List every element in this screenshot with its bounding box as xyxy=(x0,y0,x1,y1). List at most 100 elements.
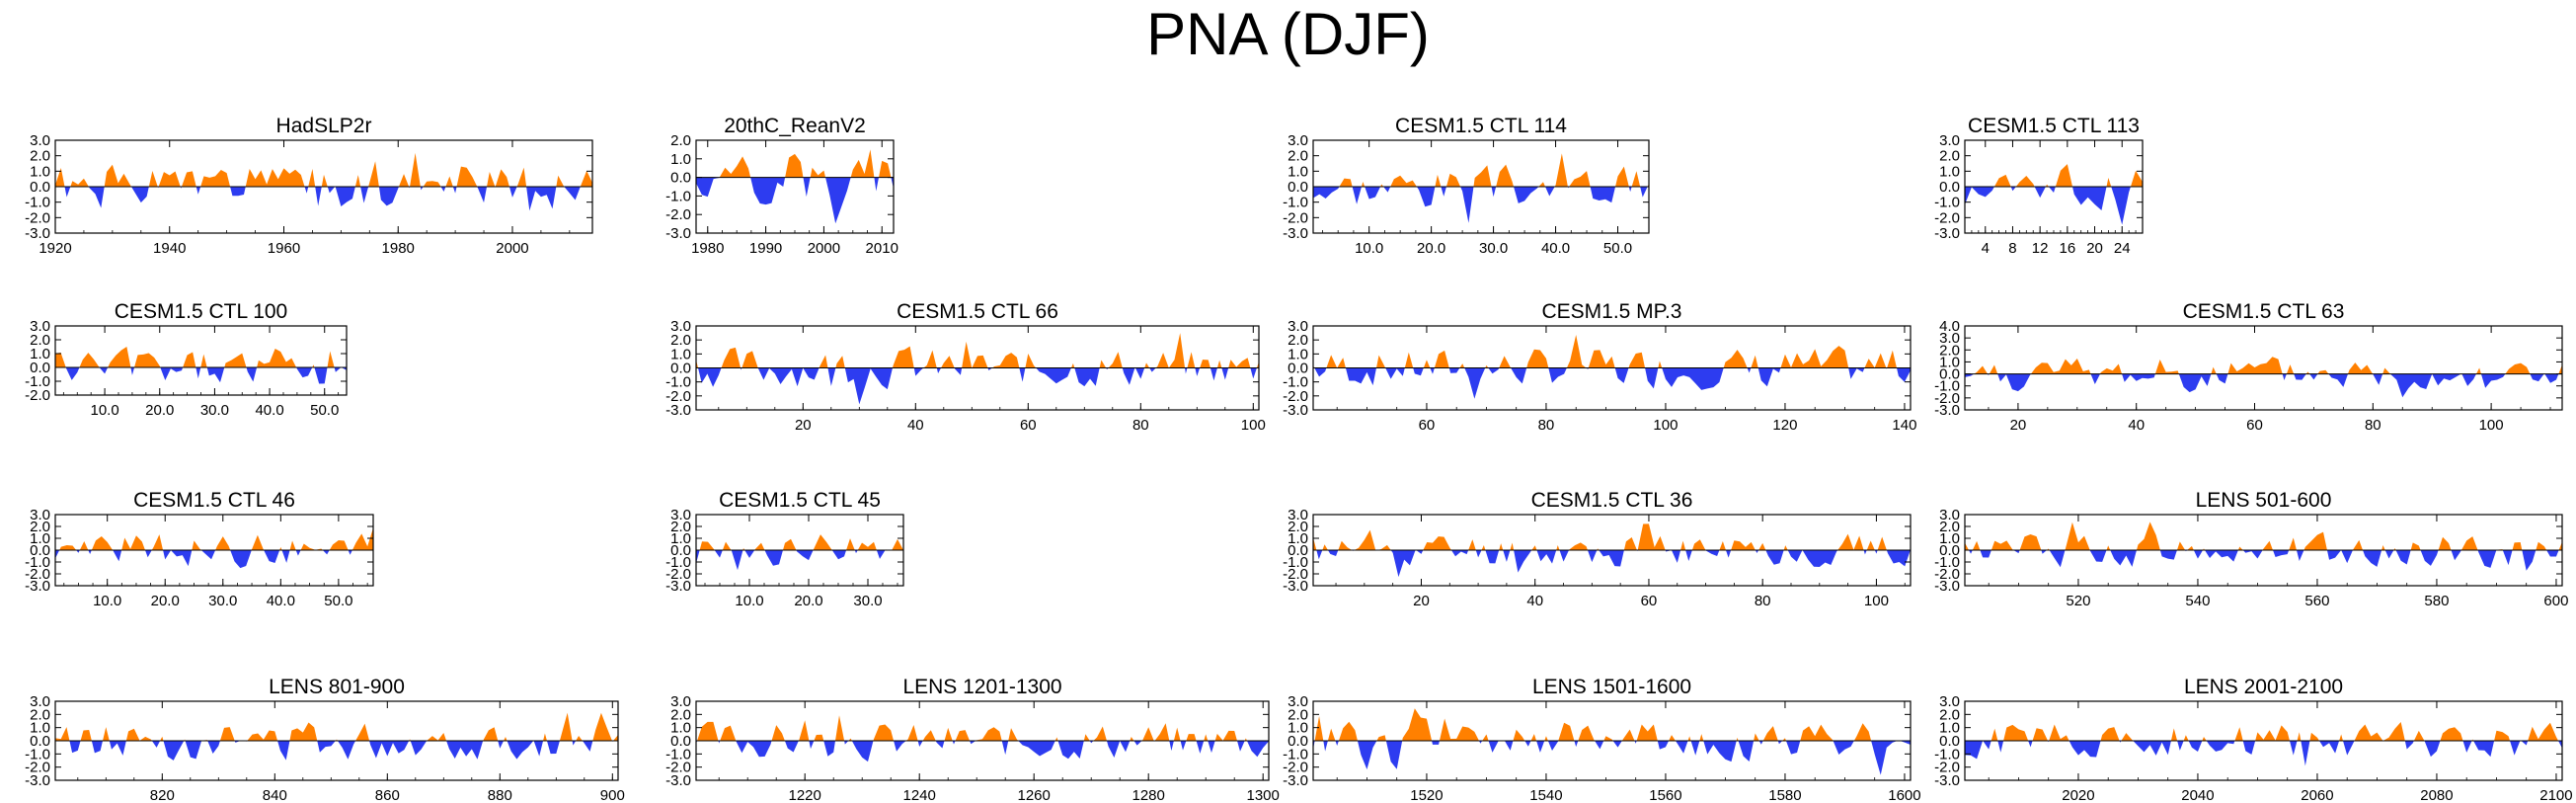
pna-panel: CESM1.5 CTL 63 4.03.02.01.00.0-1.0-2.0-3.… xyxy=(1934,300,2563,434)
y-tick-label: 2.0 xyxy=(1939,519,1960,535)
x-tick-label: 140 xyxy=(1892,417,1916,434)
positive-anomaly-area xyxy=(1313,335,1911,368)
y-tick-label: -3.0 xyxy=(1283,578,1308,595)
y-tick-label: -3.0 xyxy=(25,772,50,789)
x-tick-label: 20 xyxy=(795,417,812,434)
y-tick-label: 2.0 xyxy=(1939,148,1960,165)
y-tick-label: 0.0 xyxy=(1939,542,1960,559)
y-tick-label: -2.0 xyxy=(665,760,691,776)
pna-panel: CESM1.5 MP.3 3.02.01.00.0-1.0-2.0-3.0 60 80… xyxy=(1283,300,1916,434)
y-tick-label: -3.0 xyxy=(1283,225,1308,242)
y-tick-label: -3.0 xyxy=(25,225,50,242)
x-tick-label: 1520 xyxy=(1410,787,1443,803)
pna-panel: LENS 1201-1300 3.02.01.00.0-1.0-2.0-3.0 12… xyxy=(665,676,1280,803)
positive-anomaly-area xyxy=(55,712,618,741)
y-tick-label: 3.0 xyxy=(670,693,691,710)
y-tick-label: 0.0 xyxy=(1288,361,1308,377)
negative-anomaly-area xyxy=(696,550,903,571)
y-tick-label: -3.0 xyxy=(665,578,691,595)
pna-panel: LENS 1501-1600 3.02.01.00.0-1.0-2.0-3.0 15… xyxy=(1283,676,1920,803)
y-tick-label: 3.0 xyxy=(670,507,691,523)
x-tick-label: 50.0 xyxy=(1603,240,1632,257)
y-tick-label: 1.0 xyxy=(30,346,50,362)
figure-title: PNA (DJF) xyxy=(1146,1,1430,67)
x-tick-label: 2100 xyxy=(2539,787,2572,803)
negative-anomaly-area xyxy=(696,367,1259,405)
panel-title: CESM1.5 CTL 45 xyxy=(719,489,881,512)
negative-anomaly-area xyxy=(55,187,592,211)
negative-anomaly-area xyxy=(696,177,894,224)
x-tick-label: 20 xyxy=(2086,240,2103,257)
y-tick-label: -1.0 xyxy=(1934,554,1960,571)
y-tick-label: 3.0 xyxy=(30,318,50,335)
y-tick-label: -1.0 xyxy=(665,374,691,391)
y-tick-label: -2.0 xyxy=(25,566,50,583)
x-tick-label: 40.0 xyxy=(267,593,295,609)
y-tick-label: -1.0 xyxy=(1283,746,1308,763)
x-tick-label: 2060 xyxy=(2301,787,2333,803)
y-tick-label: 1.0 xyxy=(30,530,50,547)
pna-panel: CESM1.5 CTL 36 3.02.01.00.0-1.0-2.0-3.0 20… xyxy=(1283,489,1912,609)
panel-title: CESM1.5 CTL 46 xyxy=(133,489,295,512)
y-tick-label: 1.0 xyxy=(1288,720,1308,737)
panel-title: CESM1.5 CTL 63 xyxy=(2183,300,2345,323)
y-tick-label: 4.0 xyxy=(1939,318,1960,335)
x-tick-label: 100 xyxy=(2479,417,2504,434)
y-tick-label: -3.0 xyxy=(1934,772,1960,789)
panel-title: LENS 801-900 xyxy=(269,676,405,698)
pna-panel: LENS 801-900 3.02.01.00.0-1.0-2.0-3.0 820 8… xyxy=(25,676,625,803)
x-tick-label: 20.0 xyxy=(145,402,174,419)
x-tick-label: 50.0 xyxy=(310,402,339,419)
y-tick-label: -2.0 xyxy=(1283,209,1308,226)
y-tick-label: 3.0 xyxy=(30,132,50,149)
x-tick-label: 100 xyxy=(1653,417,1678,434)
x-tick-label: 10.0 xyxy=(93,593,121,609)
x-tick-label: 1300 xyxy=(1247,787,1280,803)
negative-anomaly-area xyxy=(1313,367,1911,399)
y-tick-label: 1.0 xyxy=(30,163,50,180)
positive-anomaly-area xyxy=(55,152,592,187)
positive-anomaly-area xyxy=(1965,721,2562,741)
y-tick-label: -1.0 xyxy=(1934,378,1960,395)
x-tick-label: 820 xyxy=(150,787,175,803)
positive-anomaly-area xyxy=(696,333,1259,368)
y-tick-label: -2.0 xyxy=(25,209,50,226)
negative-anomaly-area xyxy=(1965,373,2562,398)
y-tick-label: 0.0 xyxy=(30,360,50,376)
y-tick-label: 2.0 xyxy=(1288,332,1308,349)
y-tick-label: 2.0 xyxy=(1288,519,1308,535)
x-tick-label: 30.0 xyxy=(200,402,229,419)
panel-title: LENS 501-600 xyxy=(2196,489,2332,512)
x-tick-label: 1560 xyxy=(1649,787,1681,803)
x-tick-label: 2080 xyxy=(2420,787,2453,803)
x-tick-label: 80 xyxy=(1538,417,1555,434)
x-tick-label: 1580 xyxy=(1768,787,1801,803)
negative-anomaly-area xyxy=(55,741,618,761)
x-tick-label: 80 xyxy=(1132,417,1149,434)
y-tick-label: 0.0 xyxy=(1288,542,1308,559)
pna-panel: CESM1.5 CTL 100 3.02.01.00.0-1.0-2.0 10.0 2… xyxy=(25,300,348,419)
y-tick-label: 0.0 xyxy=(30,179,50,196)
x-tick-label: 50.0 xyxy=(324,593,352,609)
x-tick-label: 120 xyxy=(1772,417,1797,434)
plot-frame xyxy=(54,325,348,396)
y-tick-label: -1.0 xyxy=(1283,554,1308,571)
x-tick-label: 1600 xyxy=(1888,787,1920,803)
y-tick-label: -2.0 xyxy=(1934,390,1960,407)
y-tick-label: -3.0 xyxy=(1934,402,1960,419)
positive-anomaly-area xyxy=(1313,523,1911,550)
positive-anomaly-area xyxy=(1965,522,2562,550)
y-tick-label: -3.0 xyxy=(1283,402,1308,419)
y-tick-label: -3.0 xyxy=(665,225,691,242)
panel-title: CESM1.5 CTL 66 xyxy=(897,300,1058,323)
y-tick-label: -1.0 xyxy=(25,373,50,390)
x-tick-label: 1280 xyxy=(1132,787,1165,803)
x-tick-label: 900 xyxy=(600,787,625,803)
y-tick-label: 3.0 xyxy=(1288,507,1308,523)
y-tick-label: 3.0 xyxy=(1939,507,1960,523)
x-tick-label: 2000 xyxy=(496,240,528,257)
y-tick-label: -1.0 xyxy=(25,195,50,211)
y-tick-label: 1.0 xyxy=(1288,530,1308,547)
